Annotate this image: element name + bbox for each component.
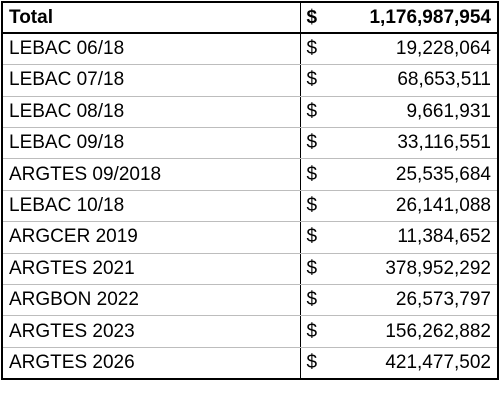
- currency-symbol: $: [299, 127, 340, 160]
- row-label: ARGTES 2026: [1, 346, 301, 380]
- row-label: LEBAC 10/18: [1, 189, 301, 223]
- row-label: LEBAC 07/18: [1, 64, 301, 97]
- table-body: Total $1,176,987,954 LEBAC 06/18 $19,228,06…: [1, 1, 499, 380]
- amount: 421,477,502: [340, 346, 499, 380]
- table-row: LEBAC 07/18 $68,653,511: [1, 64, 499, 97]
- amount: 33,116,551: [340, 127, 499, 160]
- amount: 9,661,931: [340, 95, 499, 129]
- data-table: Total $1,176,987,954 LEBAC 06/18 $19,228,06…: [1, 1, 499, 380]
- table-row: ARGTES 09/2018 $25,535,684: [1, 158, 499, 191]
- currency-symbol: $: [299, 1, 340, 35]
- table-row: ARGTES 2026 $421,477,502: [1, 346, 499, 380]
- table-row: LEBAC 06/18 $19,228,064: [1, 32, 499, 66]
- currency-symbol: $: [299, 95, 340, 129]
- row-label: ARGTES 2023: [1, 315, 301, 348]
- row-label: Total: [1, 1, 301, 35]
- amount: 26,573,797: [340, 284, 499, 317]
- table-row: LEBAC 10/18 $26,141,088: [1, 189, 499, 223]
- currency-symbol: $: [299, 189, 340, 223]
- row-label: LEBAC 08/18: [1, 95, 301, 129]
- amount: 68,653,511: [340, 64, 499, 97]
- currency-symbol: $: [299, 32, 340, 66]
- table-row: LEBAC 09/18 $33,116,551: [1, 127, 499, 160]
- row-label: ARGTES 2021: [1, 252, 301, 286]
- amount: 25,535,684: [340, 158, 499, 191]
- currency-symbol: $: [299, 346, 340, 380]
- table-row: ARGTES 2023 $156,262,882: [1, 315, 499, 348]
- amount: 378,952,292: [340, 252, 499, 286]
- amount: 19,228,064: [340, 32, 499, 66]
- currency-symbol: $: [299, 221, 340, 254]
- amount: 156,262,882: [340, 315, 499, 348]
- amount: 1,176,987,954: [340, 1, 499, 35]
- table-row: ARGTES 2021 $378,952,292: [1, 252, 499, 286]
- table-row: ARGBON 2022 $26,573,797: [1, 284, 499, 317]
- row-label: LEBAC 06/18: [1, 32, 301, 66]
- currency-symbol: $: [299, 158, 340, 191]
- row-label: ARGTES 09/2018: [1, 158, 301, 191]
- row-label: ARGCER 2019: [1, 221, 301, 254]
- row-label: LEBAC 09/18: [1, 127, 301, 160]
- table-row: LEBAC 08/18 $9,661,931: [1, 95, 499, 129]
- currency-symbol: $: [299, 284, 340, 317]
- table-row: ARGCER 2019 $11,384,652: [1, 221, 499, 254]
- amount: 26,141,088: [340, 189, 499, 223]
- header-row: Total $1,176,987,954: [1, 1, 499, 35]
- currency-symbol: $: [299, 252, 340, 286]
- currency-symbol: $: [299, 315, 340, 348]
- row-label: ARGBON 2022: [1, 284, 301, 317]
- amount: 11,384,652: [340, 221, 499, 254]
- currency-symbol: $: [299, 64, 340, 97]
